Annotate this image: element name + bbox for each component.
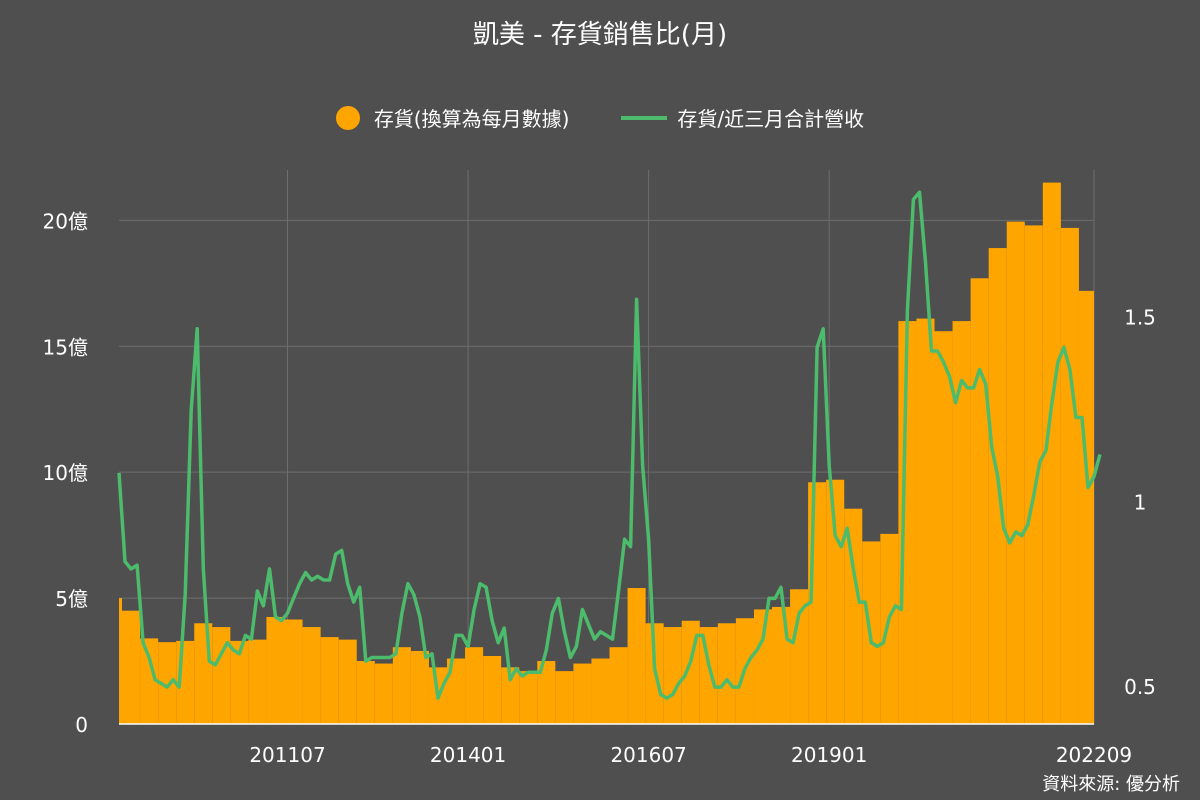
- inventory-bar: [717, 623, 736, 724]
- inventory-bar: [1078, 290, 1094, 724]
- inventory-bar: [266, 616, 285, 724]
- legend-line-swatch: [621, 115, 668, 120]
- inventory-bar: [356, 661, 375, 724]
- y-left-tick-label: 20億: [43, 209, 88, 233]
- inventory-bar: [519, 671, 538, 724]
- inventory-bar: [555, 671, 574, 724]
- y-right-tick-label: 0.5: [1124, 675, 1156, 699]
- inventory-bar: [844, 508, 863, 724]
- legend-bar-swatch: [335, 105, 360, 130]
- y-right-tick-label: 1: [1134, 490, 1147, 514]
- ratio-line-layer: [117, 190, 1102, 700]
- x-tick-label: 201901: [791, 743, 867, 767]
- y-left-tick-label: 5億: [55, 587, 88, 611]
- inventory-bar: [1006, 221, 1025, 724]
- inventory-bars: [119, 182, 1094, 724]
- inventory-bar: [790, 589, 809, 724]
- inventory-bar: [663, 627, 682, 724]
- legend-label-ratio: 存貨/近三月合計營收: [677, 107, 865, 131]
- x-tick-label: 201401: [430, 743, 506, 767]
- y-right-tick-label: 1.5: [1124, 306, 1156, 330]
- inventory-bar: [772, 606, 791, 724]
- legend-label-inventory: 存貨(換算為每月數據): [373, 107, 570, 131]
- inventory-bar: [627, 588, 646, 724]
- inventory-bar: [898, 321, 917, 724]
- inventory-bar: [609, 647, 628, 724]
- x-tick-label: 201607: [610, 743, 686, 767]
- inventory-bar: [447, 658, 466, 724]
- x-tick-label: 202209: [1056, 743, 1132, 767]
- inventory-bar: [140, 638, 159, 724]
- y-left-tick-label: 0: [75, 713, 88, 737]
- inventory-bar: [284, 619, 303, 724]
- inventory-bar: [320, 637, 339, 724]
- inventory-bar: [952, 321, 971, 724]
- inventory-bar: [302, 627, 321, 724]
- ratio-line: [117, 190, 1102, 700]
- inventory-bar: [1024, 225, 1043, 724]
- source-credit: 資料來源: 優分析: [1042, 774, 1180, 795]
- legend-item-inventory[interactable]: 存貨(換算為每月數據): [335, 103, 570, 132]
- inventory-bar: [916, 318, 935, 724]
- x-tick-label: 201107: [249, 743, 325, 767]
- inventory-bar: [970, 278, 989, 724]
- y-left-tick-label: 15億: [43, 335, 88, 359]
- inventory-bar: [230, 640, 249, 724]
- inventory-bar: [1042, 182, 1061, 724]
- inventory-bar: [158, 642, 177, 724]
- axes: 0 5億 10億 15億 20億 0.5 1 1.5 201107 201401 201607 201…: [43, 209, 1156, 767]
- inventory-bar: [591, 658, 610, 724]
- inventory-bar: [338, 639, 357, 724]
- inventory-bar: [934, 331, 953, 724]
- inventory-bar: [374, 663, 393, 724]
- inventory-bar: [465, 647, 484, 724]
- inventory-bar: [248, 639, 267, 724]
- inventory-bar: [212, 627, 231, 724]
- legend: 存貨(換算為每月數據) 存貨/近三月合計營收: [0, 103, 1200, 132]
- inventory-bar: [122, 610, 141, 724]
- inventory-bar: [537, 661, 556, 724]
- inventory-bar: [119, 598, 123, 724]
- legend-item-ratio[interactable]: 存貨/近三月合計營收: [621, 103, 864, 132]
- inventory-bar: [194, 623, 213, 724]
- inventory-bar: [573, 663, 592, 724]
- chart-title: 凱美 - 存貨銷售比(月): [472, 20, 728, 50]
- inventory-bar: [1060, 227, 1079, 724]
- inventory-bar: [483, 656, 502, 724]
- inventory-bar: [501, 667, 520, 724]
- inventory-bar: [753, 609, 773, 724]
- inventory-bar: [880, 533, 899, 724]
- inventory-bar: [410, 650, 429, 724]
- y-left-tick-label: 10億: [43, 461, 88, 485]
- inventory-bar: [392, 647, 411, 724]
